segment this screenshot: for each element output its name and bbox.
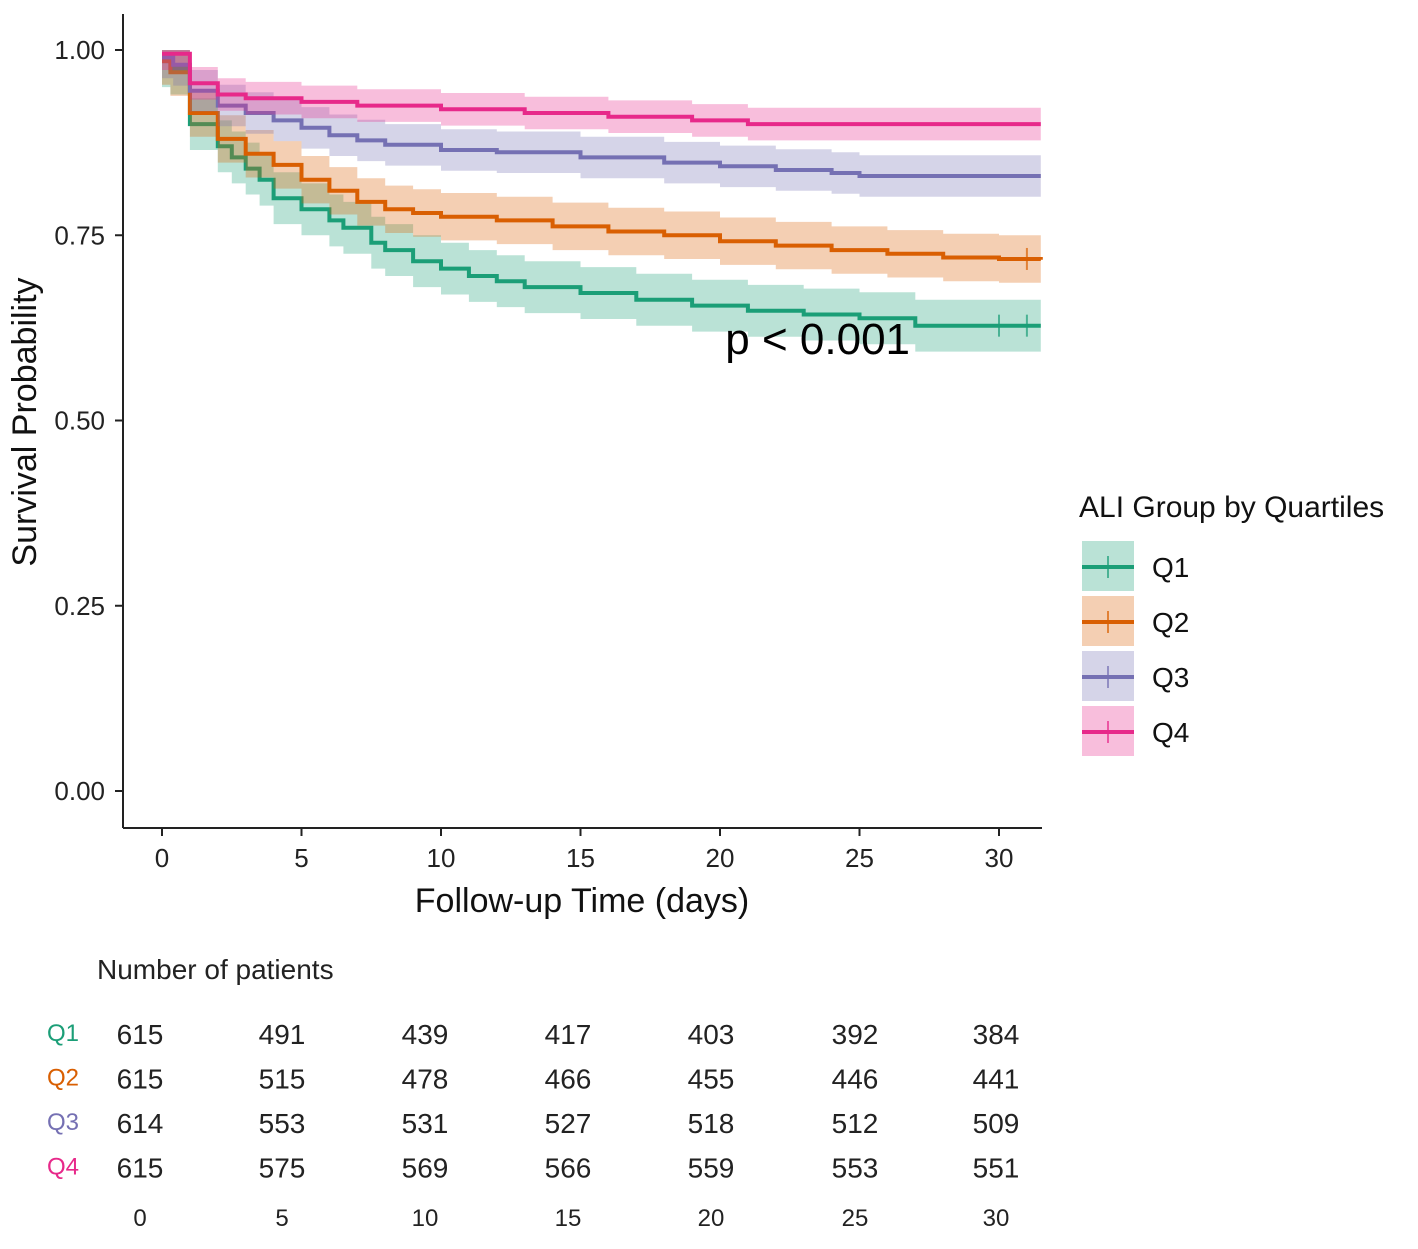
risk-time-label: 10 <box>412 1205 439 1232</box>
risk-count: 455 <box>688 1064 735 1095</box>
y-tick-label: 0.00 <box>54 776 105 806</box>
risk-count: 478 <box>402 1064 449 1095</box>
legend-title: ALI Group by Quartiles <box>1079 491 1384 524</box>
risk-count: 615 <box>117 1019 164 1050</box>
legend-entry-q1: Q1 <box>1082 541 1189 591</box>
risk-count: 575 <box>259 1153 306 1184</box>
risk-time-label: 5 <box>275 1205 288 1232</box>
legend-entry-q4: Q4 <box>1082 706 1189 756</box>
risk-count: 551 <box>973 1153 1020 1184</box>
y-tick-label: 0.50 <box>54 406 105 436</box>
legend-entries: Q1 Q2 Q3 Q4 <box>1082 541 1189 756</box>
risk-row-label-q4: Q4 <box>47 1154 79 1181</box>
risk-count: 615 <box>117 1153 164 1184</box>
risk-count: 403 <box>688 1019 735 1050</box>
risk-count: 417 <box>545 1019 592 1050</box>
risk-count: 614 <box>117 1108 164 1139</box>
risk-row-label-q1: Q1 <box>47 1020 79 1047</box>
risk-count: 512 <box>832 1108 879 1139</box>
legend-label: Q4 <box>1152 717 1189 748</box>
x-axis-title: Follow-up Time (days) <box>415 882 749 920</box>
risk-count: 466 <box>545 1064 592 1095</box>
x-tick-label: 0 <box>155 843 169 873</box>
risk-count: 491 <box>259 1019 306 1050</box>
legend-label: Q1 <box>1152 552 1189 583</box>
risk-row-label-q2: Q2 <box>47 1065 79 1092</box>
y-tick-label: 0.25 <box>54 591 105 621</box>
x-tick-label: 30 <box>985 843 1014 873</box>
risk-count: 569 <box>402 1153 449 1184</box>
risk-count: 441 <box>973 1064 1020 1095</box>
legend-entry-q2: Q2 <box>1082 596 1189 646</box>
legend-label: Q3 <box>1152 662 1189 693</box>
x-tick-label: 10 <box>427 843 456 873</box>
x-tick-label: 15 <box>566 843 595 873</box>
risk-count: 384 <box>973 1019 1020 1050</box>
plot-area <box>162 50 1043 352</box>
risk-time-label: 30 <box>983 1205 1010 1232</box>
ci-band-q4 <box>162 50 1041 141</box>
y-tick-label: 1.00 <box>54 35 105 65</box>
risk-time-label: 15 <box>555 1205 582 1232</box>
ci-band-q3 <box>162 50 1041 197</box>
x-tick-label: 20 <box>706 843 735 873</box>
risk-count: 509 <box>973 1108 1020 1139</box>
risk-count: 446 <box>832 1064 879 1095</box>
risk-count: 615 <box>117 1064 164 1095</box>
y-ticks: 0.00 0.25 0.50 0.75 1.00 <box>54 35 123 806</box>
risk-count: 439 <box>402 1019 449 1050</box>
risk-time-label: 20 <box>698 1205 725 1232</box>
risk-count: 531 <box>402 1108 449 1139</box>
risk-row-label-q3: Q3 <box>47 1109 79 1136</box>
ci-band-q2 <box>162 50 1041 284</box>
risk-table-title: Number of patients <box>97 954 334 985</box>
y-axis-title: Survival Probability <box>6 277 44 566</box>
survival-curve-q3 <box>162 55 1041 178</box>
legend-label: Q2 <box>1152 607 1189 638</box>
risk-time-label: 0 <box>133 1205 146 1232</box>
risk-count: 515 <box>259 1064 306 1095</box>
p-value-annotation: p < 0.001 <box>725 315 910 364</box>
survival-curve-q4 <box>162 51 1041 127</box>
risk-count: 566 <box>545 1153 592 1184</box>
risk-count: 553 <box>259 1108 306 1139</box>
legend: ALI Group by Quartiles Q1 Q2 Q3 Q4 <box>1079 491 1384 756</box>
risk-count: 559 <box>688 1153 735 1184</box>
risk-count: 518 <box>688 1108 735 1139</box>
risk-count: 392 <box>832 1019 879 1050</box>
risk-time-label: 25 <box>842 1205 869 1232</box>
y-tick-label: 0.75 <box>54 220 105 250</box>
x-tick-label: 5 <box>294 843 308 873</box>
risk-table: Number of patients Q1 615 491 439 417 403 392 3… <box>47 954 1019 1232</box>
risk-count: 553 <box>832 1153 879 1184</box>
survival-curve-q2 <box>162 59 1043 261</box>
legend-entry-q3: Q3 <box>1082 651 1189 701</box>
x-ticks: 0 5 10 15 20 25 30 <box>155 828 1014 873</box>
x-tick-label: 25 <box>845 843 874 873</box>
survival-curve-q1 <box>162 59 1041 328</box>
risk-count: 527 <box>545 1108 592 1139</box>
